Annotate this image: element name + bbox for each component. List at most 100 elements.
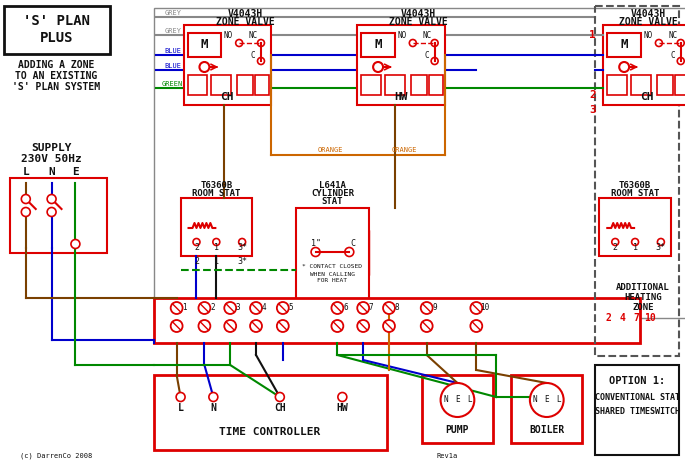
Text: OPTION 1:: OPTION 1: [609,376,665,386]
Text: C: C [351,240,356,249]
Circle shape [277,320,288,332]
Text: 1: 1 [182,304,187,313]
Bar [595,6,679,356]
Bar [422,375,493,443]
Text: L: L [556,395,561,404]
Text: WHEN CALLING: WHEN CALLING [310,271,355,277]
Text: 1: 1 [214,257,219,266]
Text: HW: HW [394,92,408,102]
Text: 2: 2 [194,243,199,253]
Bar [211,75,231,95]
Bar [607,75,627,95]
Circle shape [612,239,619,246]
Text: BLUE: BLUE [164,63,181,69]
Text: BLUE: BLUE [164,48,181,54]
Bar [188,75,208,95]
Circle shape [383,320,395,332]
Bar [184,25,271,105]
Circle shape [631,239,638,246]
Text: 2: 2 [613,243,618,253]
Text: E: E [455,395,460,404]
Text: 10: 10 [480,304,489,313]
Circle shape [357,320,369,332]
Circle shape [678,58,684,65]
Bar [361,75,381,95]
Text: GREY: GREY [164,10,181,16]
Text: NC: NC [248,30,257,39]
Circle shape [199,320,210,332]
Text: V4043H: V4043H [228,9,263,19]
Circle shape [678,39,684,46]
Text: L: L [467,395,472,404]
Text: ZONE VALVE: ZONE VALVE [619,17,678,27]
Text: GREEN: GREEN [162,81,184,87]
Text: CH: CH [221,92,234,102]
Circle shape [383,302,395,314]
Text: T6360B: T6360B [200,181,233,190]
Circle shape [236,39,243,46]
Text: ROOM STAT: ROOM STAT [611,190,659,198]
Text: ADDING A ZONE: ADDING A ZONE [19,60,95,70]
Circle shape [331,320,344,332]
Circle shape [431,58,438,65]
Bar [361,33,395,57]
Text: NO: NO [224,30,233,39]
Text: 8: 8 [395,304,400,313]
Text: N: N [210,403,216,413]
Circle shape [441,383,474,417]
Text: E: E [544,395,549,404]
Text: HEATING: HEATING [624,293,662,302]
Text: 7: 7 [369,304,373,313]
Text: 4: 4 [262,304,266,313]
Circle shape [21,207,30,217]
Text: FOR HEAT: FOR HEAT [317,278,348,284]
Circle shape [357,302,369,314]
Circle shape [373,62,383,72]
Text: C: C [424,51,429,59]
Bar [357,25,444,105]
Text: STAT: STAT [322,197,343,206]
Circle shape [257,58,264,65]
Text: TIME CONTROLLER: TIME CONTROLLER [219,427,321,437]
Text: TO AN EXISTING: TO AN EXISTING [15,71,98,81]
Bar [10,178,107,253]
Circle shape [250,320,262,332]
Text: 3: 3 [236,304,241,313]
Circle shape [170,320,183,332]
Text: C: C [250,51,255,59]
Circle shape [338,393,347,402]
Text: M: M [374,38,382,51]
Bar [411,75,426,95]
Text: 1: 1 [589,30,595,40]
Bar [154,375,387,450]
Text: 9: 9 [433,304,437,313]
Text: SHARED TIMESWITCH: SHARED TIMESWITCH [595,408,680,417]
Text: V4043H: V4043H [631,9,666,19]
Circle shape [209,393,218,402]
Bar [296,208,369,303]
Bar [188,33,221,57]
Text: L: L [23,167,29,177]
Text: Rev1a: Rev1a [437,453,458,459]
Text: L: L [177,403,184,413]
Circle shape [176,393,185,402]
Text: ZONE: ZONE [632,304,653,313]
Text: NC: NC [668,30,678,39]
Bar [595,365,679,455]
Text: HW: HW [337,403,348,413]
Circle shape [409,39,416,46]
Circle shape [421,320,433,332]
Text: ROOM STAT: ROOM STAT [192,190,241,198]
Text: * CONTACT CLOSED: * CONTACT CLOSED [302,264,362,270]
Text: ADDITIONAL: ADDITIONAL [616,284,670,292]
Text: V4043H: V4043H [401,9,436,19]
Bar [255,75,269,95]
Text: 230V 50Hz: 230V 50Hz [21,154,82,164]
Text: 10: 10 [644,313,655,323]
Circle shape [250,302,262,314]
Text: 4: 4 [619,313,625,323]
Text: 3*: 3* [656,243,666,253]
Text: M: M [201,38,208,51]
Text: 3*: 3* [237,257,247,266]
Circle shape [421,302,433,314]
